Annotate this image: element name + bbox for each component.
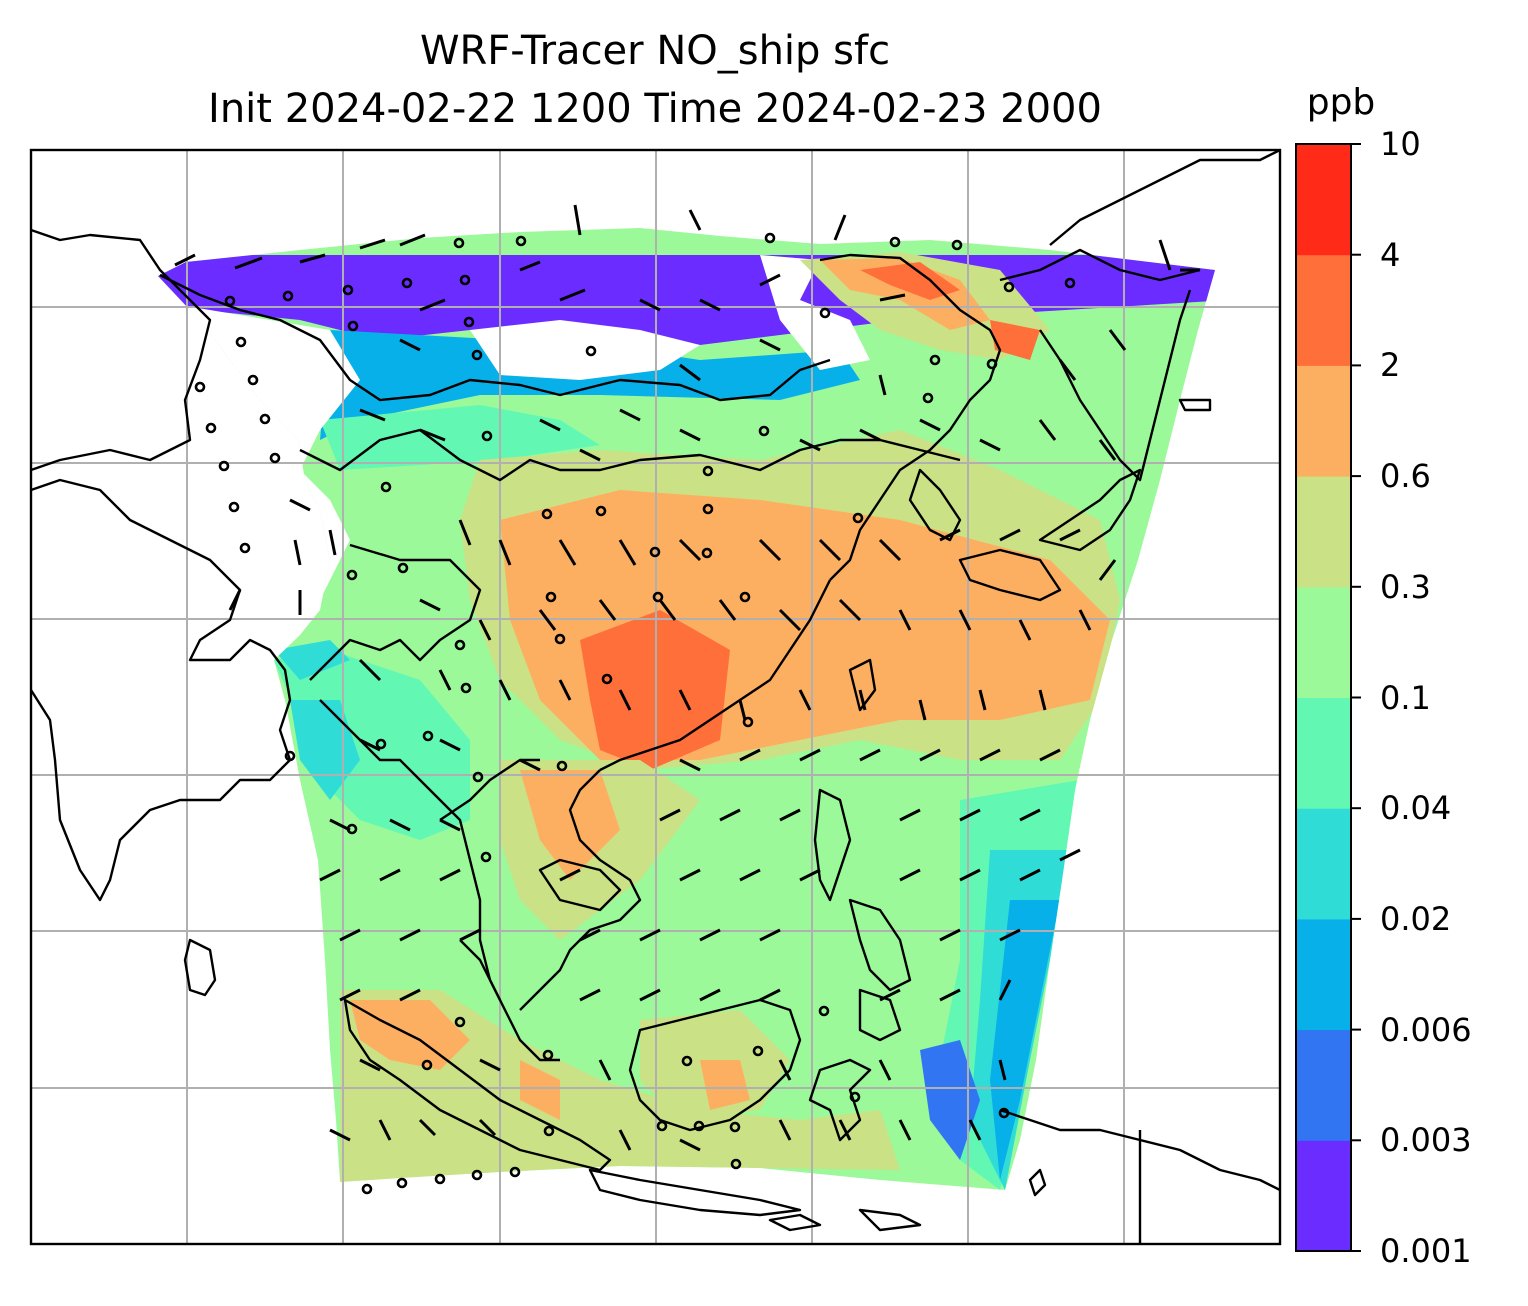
colorbar-tick-label: 4 [1380, 235, 1401, 274]
map-title-line2: Init 2024-02-22 1200 Time 2024-02-23 200… [208, 86, 1102, 132]
colorbar-tick-label: 0.006 [1380, 1010, 1472, 1049]
colorbar-tick-label: 0.04 [1380, 789, 1452, 828]
colorbar-segment [1296, 1029, 1351, 1141]
colorbar [1296, 143, 1361, 1252]
colorbar-tick-label: 0.02 [1380, 899, 1452, 938]
coastlines [31, 150, 1280, 1244]
colorbar-segment [1296, 365, 1351, 477]
colorbar-tick-label: 0.003 [1380, 1121, 1472, 1160]
wind-barbs [174, 204, 1200, 1152]
colorbar-unit-label: ppb [1306, 82, 1376, 123]
colorbar-segment [1296, 476, 1351, 588]
colorbar-segment [1296, 144, 1351, 256]
colorbar-frame [1295, 143, 1352, 1252]
map-frame [29, 148, 1282, 1246]
colorbar-segment [1296, 808, 1351, 920]
colorbar-tick-label: 2 [1380, 346, 1401, 385]
map-title-line1: WRF-Tracer NO_ship sfc [419, 28, 891, 74]
colorbar-segment [1296, 918, 1351, 1031]
colorbar-tick-label: 0.001 [1380, 1232, 1472, 1270]
colorbar-segment [1296, 1140, 1351, 1252]
colorbar-tick-label: 10 [1380, 125, 1421, 163]
colorbar-tick-label: 0.3 [1380, 567, 1431, 606]
colorbar-tick-label: 0.6 [1380, 457, 1431, 496]
colorbar-segment [1296, 586, 1351, 698]
colorbar-segment [1296, 697, 1351, 809]
calm-wind-markers [194, 232, 1076, 1195]
colorbar-tick-label: 0.1 [1380, 678, 1431, 717]
colorbar-segment [1296, 254, 1351, 366]
